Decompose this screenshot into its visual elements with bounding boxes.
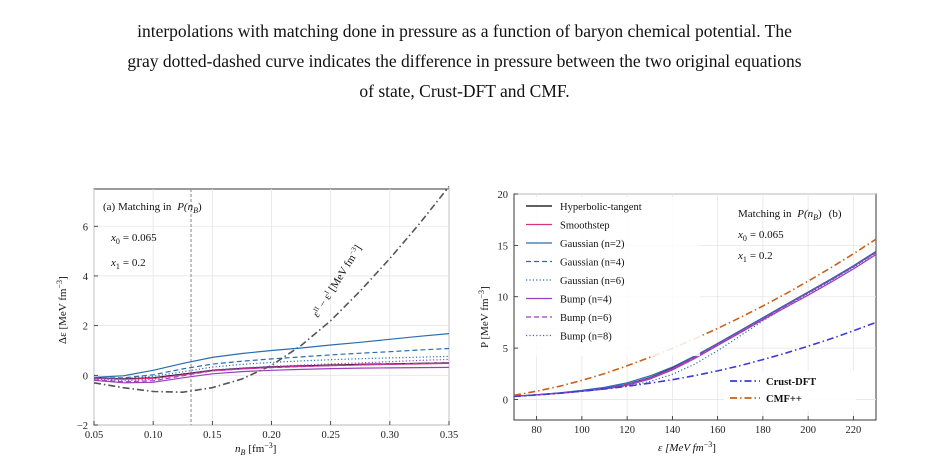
- legend-label-bump-n-8: Bump (n=8): [560, 332, 612, 343]
- y-tick-label: 4: [83, 272, 89, 283]
- series-line-gaussian-n-6: [513, 252, 877, 397]
- x-tick-label: 80: [531, 425, 542, 436]
- panel-a-label: (a) Matching in P(nB): [103, 201, 202, 215]
- legend-label-cmf: CMF++: [766, 394, 802, 405]
- y-tick-label: 0: [83, 371, 88, 382]
- panel-b-legend: Hyperbolic-tangent Smoothstep Gaussian (n=…: [520, 197, 700, 356]
- x-tick-label: 0.30: [381, 430, 399, 441]
- x-tick-label: 220: [846, 425, 862, 436]
- x-tick-label: 100: [574, 425, 590, 436]
- x-tick-label: 200: [800, 425, 816, 436]
- x-tick-label: 0.35: [440, 430, 458, 441]
- series-line-9: [93, 186, 450, 394]
- caption-line-2: gray dotted-dashed curve indicates the d…: [127, 51, 802, 71]
- legend-label-smoothstep: Smoothstep: [560, 221, 610, 232]
- y-tick-label: 10: [498, 293, 509, 304]
- legend-label-bump-n-4: Bump (n=4): [560, 295, 612, 306]
- y-tick-label: −2: [77, 421, 88, 432]
- y-tick-label: 0: [503, 395, 508, 406]
- panel-b-label: Matching in P(nB) (b): [738, 208, 842, 222]
- legend-label-gaussian-n-4: Gaussian (n=4): [560, 258, 625, 269]
- x-tick-label: 180: [755, 425, 771, 436]
- panel-b-chart: 80 100 120 140 160 180 200 220 0 5 10 15 20 Hyperbol…: [477, 190, 877, 454]
- series-line-bump-n-8: [513, 251, 877, 397]
- legend-label-gaussian-n-6: Gaussian (n=6): [560, 276, 625, 287]
- y-tick-label: 20: [498, 190, 509, 201]
- y-tick-label: 15: [498, 241, 509, 252]
- panel-b-x0-annotation: x0 = 0.065: [737, 229, 784, 243]
- panel-a-ylabel: Δε [MeV fm−3]: [55, 276, 69, 344]
- legend-label-hyperbolic-tangent: Hyperbolic-tangent: [560, 202, 642, 213]
- panel-a-grid: [93, 189, 450, 426]
- caption-line-1: interpolations with matching done in pre…: [137, 21, 792, 41]
- panel-a-xlabel: nB [fm−3]: [235, 441, 276, 457]
- series-line-8: [93, 358, 450, 382]
- panel-b-x1-annotation: x1 = 0.2: [737, 250, 773, 264]
- legend-label-crust-dft: Crust-DFT: [766, 377, 816, 388]
- caption-line-3: of state, Crust-DFT and CMF.: [359, 81, 570, 101]
- panel-a-ticks: 0.05 0.10 0.15 0.20 0.25 0.30 0.35 −2 0 2 4 6: [77, 222, 458, 441]
- series-line-6: [93, 366, 450, 384]
- legend-label-gaussian-n-2: Gaussian (n=2): [560, 239, 625, 250]
- series-line-5: [93, 355, 450, 379]
- panel-b-legend-eos: Crust-DFT CMF++: [724, 371, 856, 411]
- x-tick-label: 0.25: [321, 430, 339, 441]
- series-line-crust-dft: [513, 321, 877, 398]
- x-tick-label: 0.10: [144, 430, 162, 441]
- legend-background: [520, 197, 700, 356]
- series-line-3: [93, 333, 450, 378]
- x-tick-label: 140: [665, 425, 681, 436]
- legend-eos-background: [724, 371, 856, 411]
- y-tick-label: 2: [83, 322, 88, 333]
- panel-a-lines: [93, 186, 450, 425]
- panel-a-x1-annotation: x1 = 0.2: [110, 257, 146, 271]
- x-tick-label: 0.20: [262, 430, 280, 441]
- x-tick-label: 0.05: [85, 430, 103, 441]
- panel-b-ticks: 80 100 120 140 160 180 200 220 0 5 10 15 20: [498, 190, 862, 436]
- x-tick-label: 0.15: [203, 430, 221, 441]
- x-tick-label: 120: [619, 425, 635, 436]
- y-tick-label: 5: [503, 344, 508, 355]
- panel-a-x0-annotation: x0 = 0.065: [110, 232, 157, 246]
- panel-a-chart: 0.05 0.10 0.15 0.20 0.25 0.30 0.35 −2 0 2 4 6 (a) M…: [55, 186, 458, 457]
- legend-label-bump-n-6: Bump (n=6): [560, 313, 612, 324]
- panel-a-difference-label: εII − εI [MeV fm−3]: [310, 243, 365, 320]
- series-line-4: [94, 347, 450, 379]
- x-tick-label: 160: [710, 425, 726, 436]
- y-tick-label: 6: [83, 222, 88, 233]
- series-line-7: [93, 362, 450, 383]
- panel-b-ylabel: P [MeV fm−3]: [477, 286, 491, 348]
- panel-b-xlabel: ε [MeV fm−3]: [658, 440, 716, 454]
